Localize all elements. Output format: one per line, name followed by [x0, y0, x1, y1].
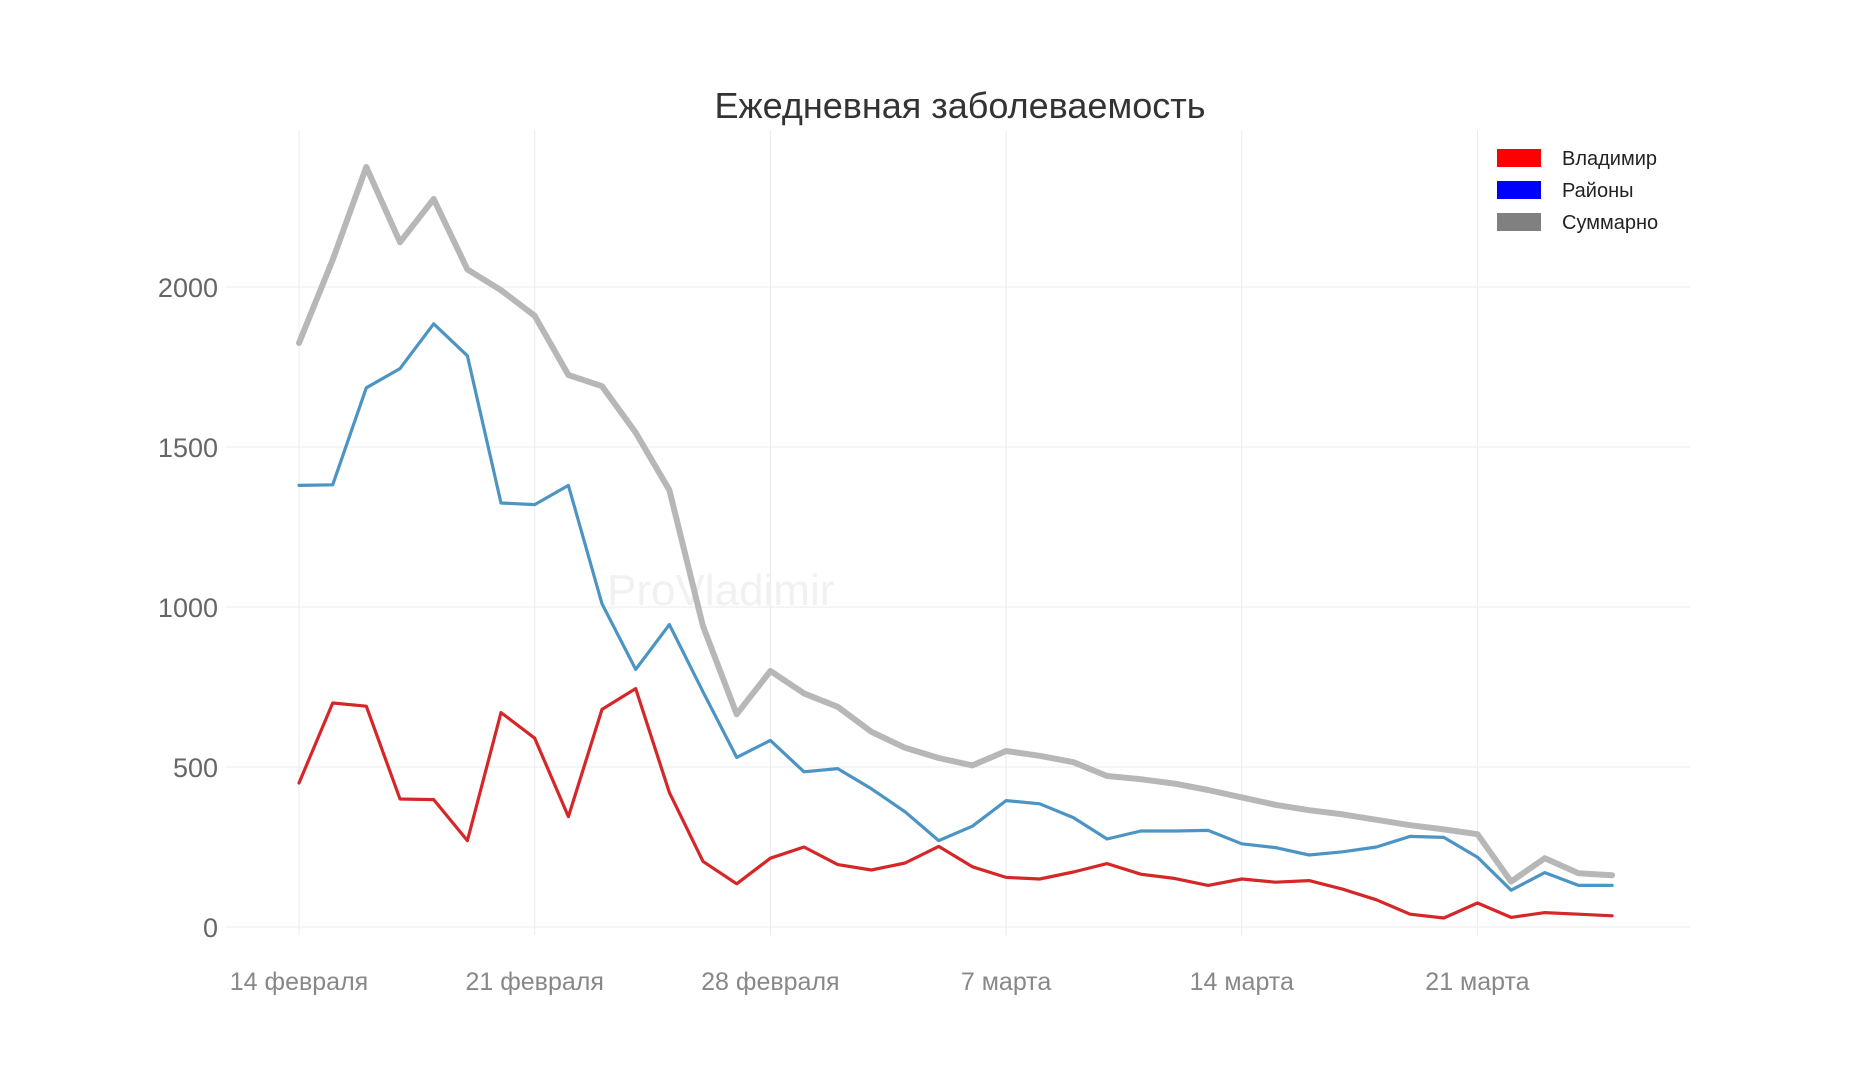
y-tick-label: 1500	[158, 433, 218, 463]
y-tick-label: 1000	[158, 593, 218, 623]
y-axis: 0 500 1000 1500 2000	[158, 273, 218, 943]
series-lines	[296, 164, 1616, 920]
legend-label: Суммарно	[1562, 212, 1658, 234]
legend-swatch	[1497, 213, 1541, 231]
legend-item-vladimir[interactable]: Владимир	[1497, 148, 1657, 170]
legend-swatch	[1497, 149, 1541, 167]
legend-swatch	[1497, 181, 1541, 199]
grid	[225, 130, 1690, 935]
x-axis: 14 февраля 21 февраля 28 февраля 7 марта 14 …	[230, 968, 1530, 996]
series-line-vladimir	[297, 686, 1614, 920]
legend-label: Владимир	[1562, 148, 1657, 170]
legend[interactable]: Владимир Районы Суммарно	[1497, 148, 1658, 234]
y-tick-label: 2000	[158, 273, 218, 303]
legend-label: Районы	[1562, 180, 1634, 202]
chart-title: Ежедневная заболеваемость	[715, 85, 1206, 126]
x-tick-label: 21 марта	[1425, 968, 1529, 996]
series-line-summarno	[296, 164, 1616, 885]
legend-item-summarno[interactable]: Суммарно	[1497, 212, 1658, 234]
x-tick-label: 14 марта	[1190, 968, 1294, 996]
x-tick-label: 14 февраля	[230, 968, 368, 996]
x-tick-label: 7 марта	[961, 968, 1051, 996]
y-tick-label: 500	[173, 753, 218, 783]
legend-item-rayony[interactable]: Районы	[1497, 180, 1634, 202]
x-tick-label: 28 февраля	[701, 968, 839, 996]
watermark: ProVladimir	[607, 566, 834, 615]
series-line-rayony	[297, 322, 1614, 892]
x-tick-label: 21 февраля	[465, 968, 603, 996]
y-tick-label: 0	[203, 913, 218, 943]
